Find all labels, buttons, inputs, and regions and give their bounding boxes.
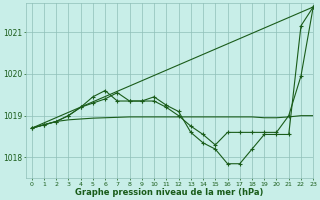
X-axis label: Graphe pression niveau de la mer (hPa): Graphe pression niveau de la mer (hPa) bbox=[75, 188, 264, 197]
